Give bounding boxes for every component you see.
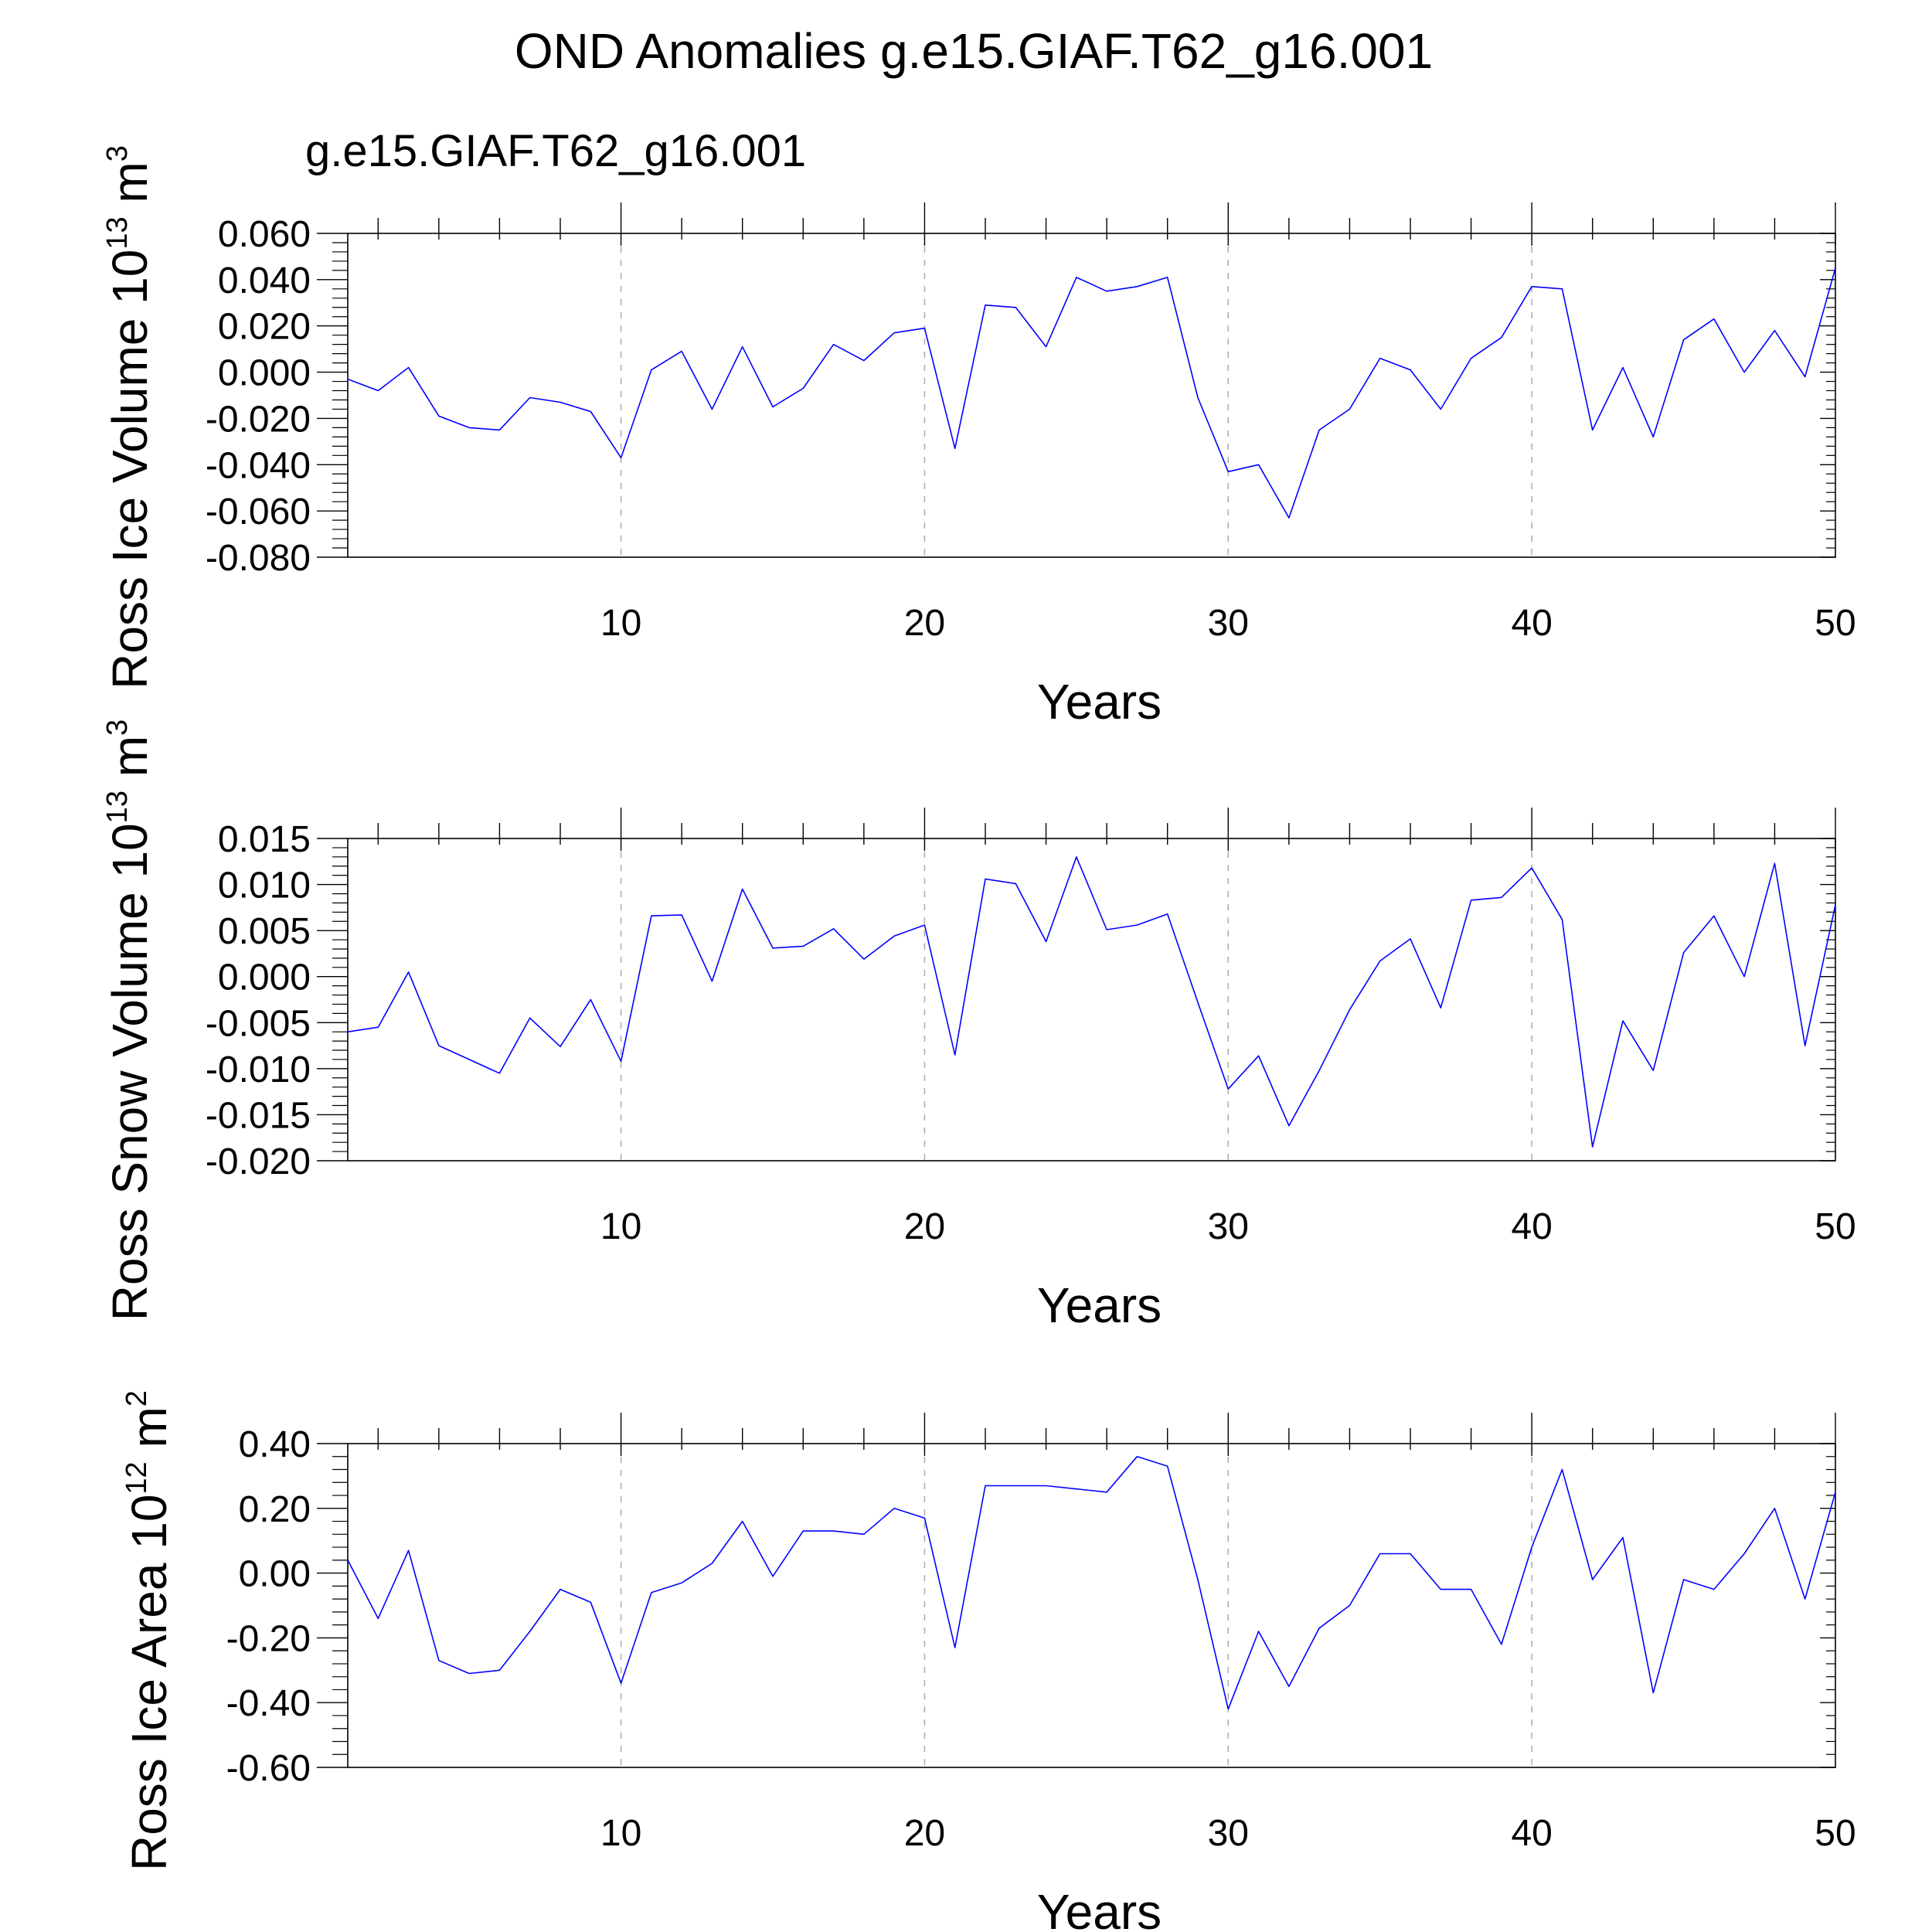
y-tick-label: 0.20: [239, 1489, 311, 1530]
y-tick-label: 0.010: [218, 866, 311, 906]
y-tick-label: 0.040: [218, 260, 311, 301]
y-axis-title-unit-exponent: 3: [101, 145, 134, 162]
x-tick-label: 20: [904, 1206, 945, 1247]
y-tick-label: -0.40: [226, 1683, 311, 1724]
panels: 0.060 0.040 0.020 0.000 -0.020 -0.040 -0.060 -0…: [101, 145, 1856, 1932]
plot-frame: [347, 233, 1836, 558]
y-tick-label: -0.020: [206, 1141, 311, 1182]
x-tick-label: 10: [600, 1206, 641, 1247]
x-tick-label: 50: [1815, 1206, 1855, 1247]
y-tick-label: 0.015: [218, 819, 311, 860]
y-tick-label: -0.005: [206, 1003, 311, 1044]
y-axis-title-unit-exponent: 3: [101, 719, 134, 736]
chart-panel-1: 0.060 0.040 0.020 0.000 -0.020 -0.040 -0.060 -0…: [101, 145, 1856, 730]
y-axis-title-exponent: 13: [101, 216, 134, 249]
y-axis-title-unit: m: [121, 1406, 177, 1461]
x-axis-title: Years: [1037, 1884, 1162, 1932]
series-line: [347, 1456, 1836, 1710]
y-axis-title: Ross Snow Volume 1013 m3: [101, 719, 158, 1321]
figure-title: OND Anomalies g.e15.GIAF.T62_g16.001: [515, 23, 1433, 79]
y-tick-label: -0.060: [206, 492, 311, 532]
x-tick-label: 40: [1511, 1206, 1552, 1247]
y-axis-title-unit-exponent: 2: [121, 1390, 153, 1406]
y-axis-title-exponent: 13: [101, 791, 134, 823]
plot-frame: [347, 838, 1836, 1162]
chart-panel-3: 0.40 0.20 0.00 -0.20 -0.40 -0.60 10 20 30 40 50 Yea…: [121, 1390, 1856, 1932]
x-tick-label: 30: [1208, 1206, 1249, 1247]
x-tick-label: 40: [1511, 1813, 1552, 1854]
series-line: [347, 267, 1836, 519]
y-tick-label: -0.020: [206, 399, 311, 440]
y-tick-label: 0.000: [218, 957, 311, 998]
y-tick-label: -0.015: [206, 1095, 311, 1136]
x-tick-label: 50: [1815, 1813, 1855, 1854]
y-axis-title-unit: m: [102, 736, 158, 791]
x-tick-label: 40: [1511, 603, 1552, 644]
y-axis-title: Ross Ice Area 1012 m2: [121, 1390, 177, 1871]
y-axis-title-text: Ross Snow Volume 10: [102, 823, 158, 1321]
y-axis-title-unit: m: [102, 162, 158, 216]
y-tick-label: 0.060: [218, 214, 311, 255]
y-tick-label: 0.005: [218, 911, 311, 952]
x-axis-title: Years: [1037, 1277, 1162, 1333]
series-line: [347, 856, 1836, 1148]
x-tick-label: 20: [904, 603, 945, 644]
x-tick-label: 20: [904, 1813, 945, 1854]
y-axis-title-text: Ross Ice Volume 10: [102, 250, 158, 689]
x-axis-title: Years: [1037, 674, 1162, 730]
y-axis-title-exponent: 12: [121, 1461, 153, 1494]
y-tick-label: 0.020: [218, 307, 311, 348]
y-axis-title: Ross Ice Volume 1013 m3: [101, 145, 158, 689]
x-tick-label: 10: [600, 1813, 641, 1854]
y-tick-label: 0.00: [239, 1554, 311, 1595]
y-tick-label: -0.040: [206, 445, 311, 486]
y-axis-title-text: Ross Ice Area 10: [121, 1495, 177, 1871]
y-tick-label: -0.60: [226, 1748, 311, 1789]
chart-panel-2: 0.015 0.010 0.005 0.000 -0.005 -0.010 -0.015 -0…: [101, 719, 1856, 1333]
x-tick-label: 50: [1815, 603, 1855, 644]
legend-label: g.e15.GIAF.T62_g16.001: [305, 126, 806, 176]
y-tick-label: -0.080: [206, 538, 311, 579]
y-tick-label: -0.20: [226, 1618, 311, 1659]
y-tick-label: 0.40: [239, 1424, 311, 1465]
x-tick-label: 10: [600, 603, 641, 644]
x-tick-label: 30: [1208, 603, 1249, 644]
plot-frame: [347, 1443, 1836, 1768]
y-tick-label: 0.000: [218, 353, 311, 394]
y-tick-label: -0.010: [206, 1049, 311, 1090]
x-tick-label: 30: [1208, 1813, 1249, 1854]
